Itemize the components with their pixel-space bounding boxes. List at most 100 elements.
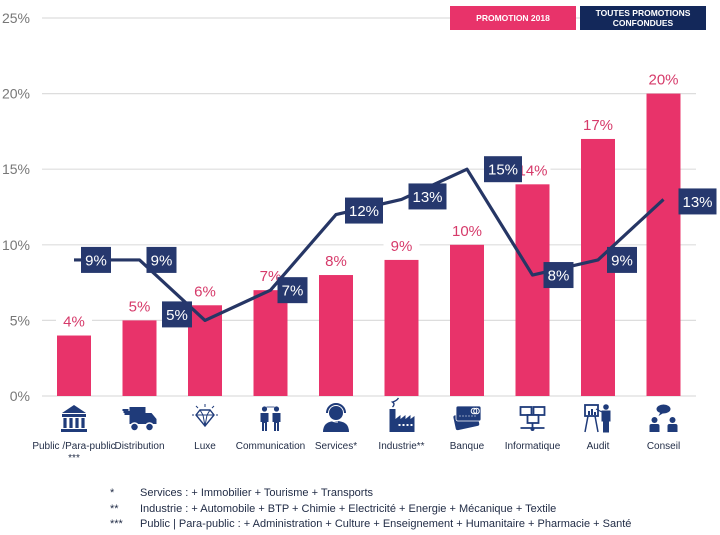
speed-line (123, 411, 130, 413)
bar-value-label: 7% (260, 268, 282, 285)
footnote-mark: ** (110, 502, 119, 515)
line-label-box (345, 197, 383, 224)
bank-icon (61, 405, 87, 432)
sparkles (192, 404, 218, 416)
line-value-label: 12% (349, 203, 379, 220)
y-tick-label: 15% (2, 161, 30, 177)
cargo (129, 407, 146, 424)
chimney (389, 409, 396, 432)
footnote: *** Public | Para-public : + Administrat… (110, 517, 631, 533)
body (667, 424, 678, 432)
body (260, 413, 269, 431)
footnote-text: Industrie : + Automobile + BTP + Chimie … (140, 502, 557, 515)
footnote: * Services : + Immobilier + Tourisme + T… (110, 486, 631, 502)
speed-line (124, 413, 131, 415)
column (75, 418, 79, 428)
bar-label-bg (580, 115, 616, 134)
cab (145, 413, 157, 424)
head (329, 406, 343, 420)
head (273, 406, 280, 412)
line-value-label: 9% (151, 252, 173, 269)
column (63, 418, 67, 428)
card-logo (473, 407, 480, 415)
bar-value-label: 9% (391, 238, 413, 255)
presentation-icon (584, 404, 611, 433)
footnote-text: Public | Para-public : + Administration … (140, 518, 632, 530)
head (669, 417, 676, 423)
bar-value-label: 10% (452, 223, 482, 240)
monitor (532, 406, 546, 416)
bar (57, 335, 91, 396)
bar-value-label: 8% (325, 253, 347, 270)
head (603, 404, 609, 410)
category-label: Banque (450, 441, 485, 452)
category-sublabel: *** (68, 453, 80, 464)
building (395, 415, 415, 432)
y-tick-label: 10% (2, 237, 30, 253)
window (406, 424, 409, 426)
column (69, 418, 73, 428)
diamond-icon (192, 404, 218, 428)
line-value-label: 9% (85, 252, 107, 269)
credit-card-icon (453, 405, 482, 431)
line-value-label: 15% (488, 162, 518, 179)
footnote-mark: * (110, 487, 115, 499)
window (402, 424, 405, 426)
window (398, 424, 401, 426)
factory-icon (389, 397, 415, 432)
bar-chart (588, 411, 590, 415)
category-label: Services* (315, 441, 357, 452)
roof (62, 405, 86, 413)
wheel (129, 422, 140, 432)
body (649, 424, 660, 432)
bar (122, 320, 157, 396)
category-label: Distribution (114, 441, 164, 452)
node (530, 427, 535, 431)
bar-label-bg (121, 297, 158, 316)
smoke (390, 397, 400, 408)
bubble-tail (658, 412, 664, 416)
footnote-mark: *** (110, 518, 123, 530)
facets (196, 409, 214, 427)
speed-line (122, 409, 129, 411)
speech-bubble (656, 404, 671, 414)
bar-value-label: 6% (194, 283, 216, 300)
y-tick-label: 25% (2, 10, 30, 26)
monitor (519, 406, 533, 416)
line-label-box (162, 301, 192, 328)
bar-label-bg (56, 312, 92, 331)
category-label: Conseil (647, 441, 680, 452)
line-value-label: 13% (412, 189, 442, 206)
line-label-box (408, 183, 447, 210)
footnotes: * Services : + Immobilier + Tourisme + T… (110, 486, 631, 533)
category-label: Informatique (505, 441, 561, 452)
monitor (526, 414, 540, 424)
head (651, 417, 658, 423)
legend-all-promotions: TOUTES PROMOTIONS CONFONDUES (580, 6, 706, 30)
bar (319, 275, 353, 396)
y-tick-label: 20% (2, 86, 30, 102)
mic (327, 414, 339, 423)
beam (62, 414, 86, 417)
body (272, 413, 281, 431)
line-label-box (484, 156, 522, 183)
wheel (144, 422, 155, 432)
bar (450, 244, 484, 396)
y-tick-label: 0% (10, 388, 30, 404)
line-value-label: 13% (682, 194, 712, 211)
window (410, 424, 413, 426)
bar-label-bg (514, 161, 551, 180)
category-label: Communication (236, 441, 305, 452)
legend-promotion-2018-label: PROMOTION 2018 (476, 13, 550, 23)
line-value-label: 8% (548, 268, 570, 285)
head (261, 406, 268, 412)
bar-value-label: 20% (648, 72, 678, 89)
bar-label-bg (383, 236, 420, 255)
category-label: Industrie** (378, 441, 424, 452)
consulting-chat-icon (649, 404, 678, 432)
chart: 0% 5% 10% 15% 20% 25% 4% 5% 6% 7% 8% 9% 10% 14% 17% 20%… (2, 10, 717, 464)
line-label-box (277, 277, 308, 304)
line-label-box (607, 246, 637, 273)
column (81, 418, 85, 428)
category-label: Public /Para-public (32, 441, 115, 452)
